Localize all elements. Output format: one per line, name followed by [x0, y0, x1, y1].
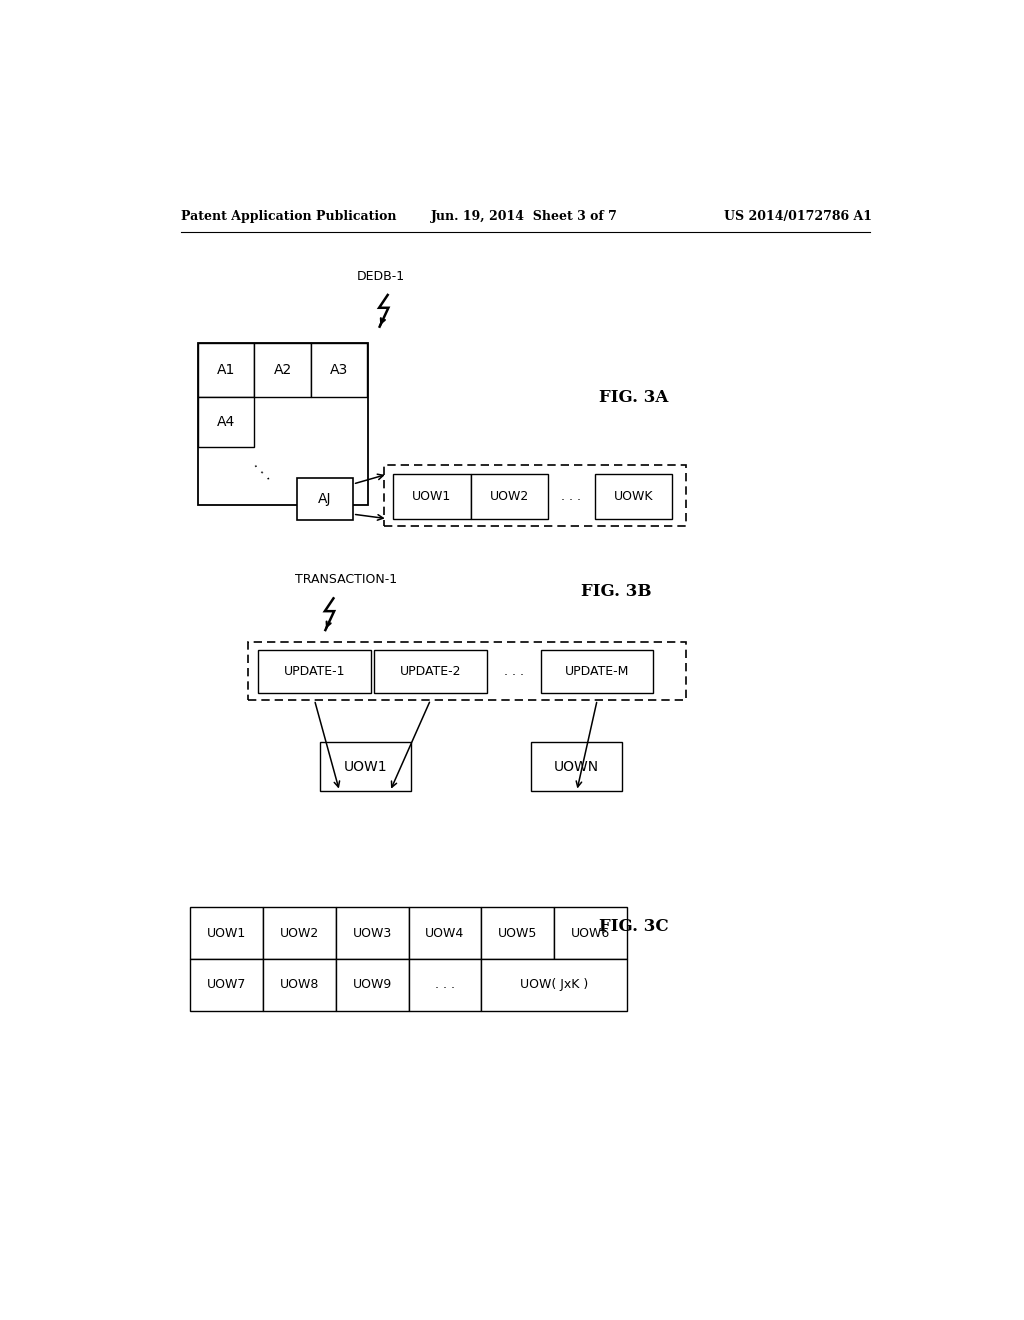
Bar [297, 478, 352, 520]
Bar [471, 474, 548, 519]
Bar [481, 960, 627, 1011]
Text: A2: A2 [273, 363, 292, 378]
Text: . . .: . . . [561, 490, 582, 503]
Bar [254, 343, 311, 397]
Bar [190, 960, 263, 1011]
Bar [595, 474, 672, 519]
Bar [393, 474, 471, 519]
Text: UOWN: UOWN [554, 760, 599, 774]
Bar [409, 960, 481, 1011]
Text: UOW9: UOW9 [352, 978, 392, 991]
Text: A4: A4 [217, 414, 236, 429]
Text: FIG. 3B: FIG. 3B [582, 582, 652, 599]
Text: . . .: . . . [251, 458, 276, 483]
Bar [336, 907, 409, 960]
Bar [263, 960, 336, 1011]
Bar [481, 907, 554, 960]
Bar [248, 642, 686, 700]
Bar [190, 907, 263, 960]
Text: UOW6: UOW6 [571, 927, 610, 940]
Bar [409, 907, 481, 960]
Bar [384, 465, 686, 527]
Bar [311, 343, 368, 397]
Bar [541, 649, 653, 693]
Text: UPDATE-M: UPDATE-M [565, 665, 630, 677]
Text: UOW8: UOW8 [280, 978, 318, 991]
Text: UOW1: UOW1 [344, 760, 387, 774]
Text: UOW1: UOW1 [413, 490, 452, 503]
Text: . . .: . . . [435, 978, 455, 991]
Text: FIG. 3C: FIG. 3C [599, 919, 669, 936]
Text: UOWK: UOWK [613, 490, 653, 503]
Bar [531, 742, 623, 792]
Bar [263, 907, 336, 960]
Bar [336, 960, 409, 1011]
Text: A1: A1 [217, 363, 236, 378]
Text: UOW3: UOW3 [352, 927, 392, 940]
Text: UOW( JxK ): UOW( JxK ) [520, 978, 589, 991]
Text: AJ: AJ [318, 492, 332, 506]
Text: US 2014/0172786 A1: US 2014/0172786 A1 [724, 210, 872, 223]
Text: TRANSACTION-1: TRANSACTION-1 [295, 573, 396, 586]
Bar [198, 343, 369, 506]
Text: Jun. 19, 2014  Sheet 3 of 7: Jun. 19, 2014 Sheet 3 of 7 [431, 210, 618, 223]
Text: UOW2: UOW2 [489, 490, 529, 503]
Text: UPDATE-1: UPDATE-1 [284, 665, 345, 677]
Text: Patent Application Publication: Patent Application Publication [180, 210, 396, 223]
Text: UOW7: UOW7 [207, 978, 246, 991]
Bar [554, 907, 627, 960]
Bar [198, 397, 254, 447]
Text: A3: A3 [330, 363, 348, 378]
Bar [375, 649, 486, 693]
Text: FIG. 3A: FIG. 3A [599, 388, 669, 405]
Text: DEDB-1: DEDB-1 [356, 271, 404, 284]
Text: UOW5: UOW5 [498, 927, 538, 940]
Text: . . .: . . . [504, 665, 524, 677]
Text: UOW1: UOW1 [207, 927, 246, 940]
Text: UOW4: UOW4 [425, 927, 465, 940]
Text: UPDATE-2: UPDATE-2 [400, 665, 462, 677]
Bar [258, 649, 371, 693]
Bar [321, 742, 411, 792]
Text: UOW2: UOW2 [280, 927, 318, 940]
Bar [198, 343, 254, 397]
